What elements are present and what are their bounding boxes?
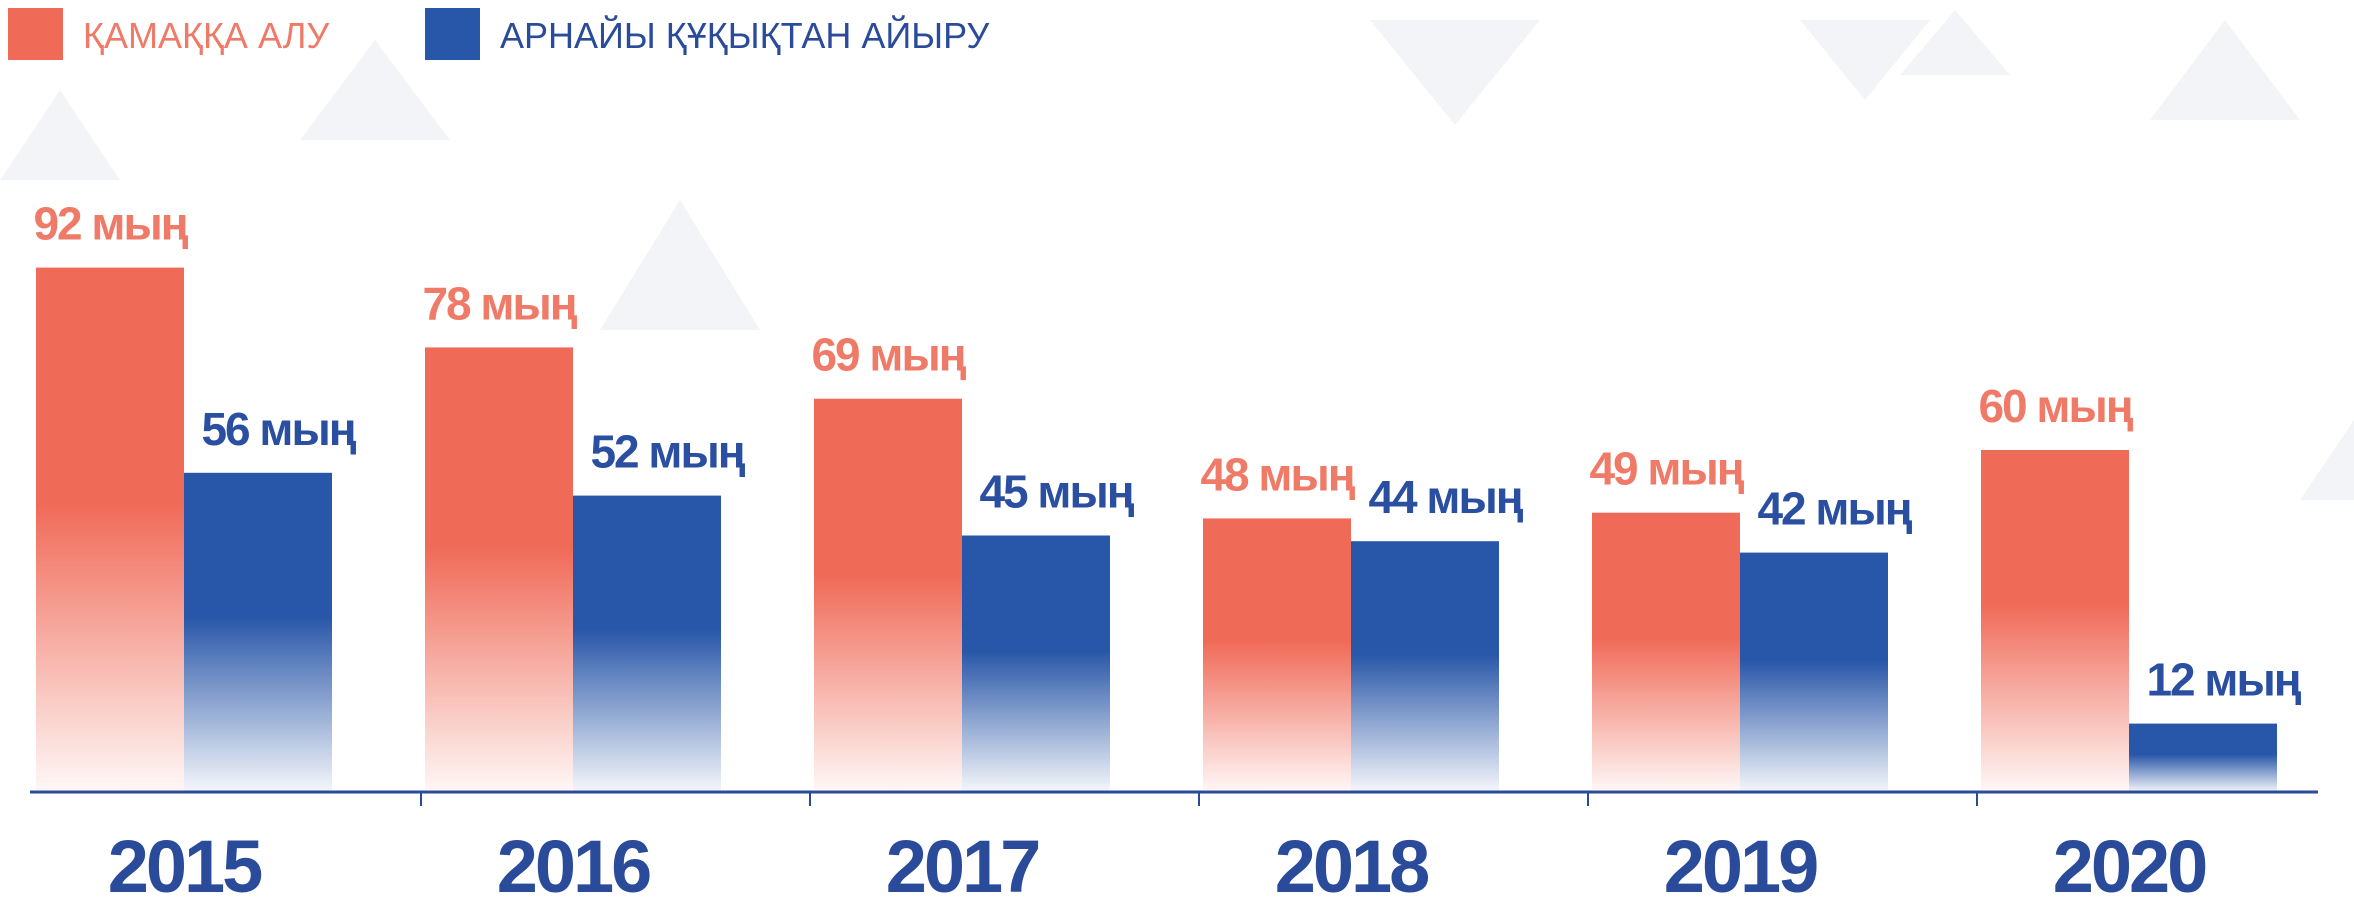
background-pattern — [0, 10, 2354, 500]
value-label: 52 мың — [590, 426, 745, 478]
value-label: 92 мың — [33, 198, 188, 250]
bar — [1592, 512, 1740, 792]
bar — [573, 495, 721, 792]
bar — [425, 347, 573, 792]
legend-label: ҚАМАҚҚА АЛУ — [83, 15, 330, 56]
legend-label: АРНАЙЫ ҚҰҚЫҚТАН АЙЫРУ — [500, 14, 990, 56]
bar — [962, 535, 1110, 792]
value-label: 78 мың — [422, 277, 577, 329]
value-label: 12 мың — [2146, 654, 2301, 706]
value-label: 69 мың — [811, 329, 966, 381]
bar — [36, 267, 184, 793]
value-label: 45 мың — [979, 466, 1134, 518]
bar — [814, 398, 962, 792]
legend-swatch — [8, 8, 63, 60]
bar — [184, 472, 332, 792]
x-tick-label: 2019 — [1664, 825, 1817, 907]
bar — [2129, 723, 2277, 792]
value-label: 49 мың — [1589, 443, 1744, 495]
x-tick-label: 2018 — [1275, 825, 1428, 907]
value-label: 42 мың — [1757, 483, 1912, 535]
value-label: 48 мың — [1200, 448, 1355, 500]
value-label: 60 мың — [1978, 380, 2133, 432]
x-tick-label: 2020 — [2053, 825, 2206, 907]
legend-swatch — [425, 8, 480, 60]
bar — [1203, 518, 1351, 792]
bar — [1351, 541, 1499, 792]
x-tick-label: 2017 — [886, 825, 1039, 907]
value-label: 44 мың — [1368, 471, 1523, 523]
bar — [1740, 552, 1888, 792]
value-label: 56 мың — [201, 403, 356, 455]
bar — [1981, 450, 2129, 792]
x-tick-label: 2016 — [497, 825, 650, 907]
x-tick-label: 2015 — [108, 825, 262, 907]
